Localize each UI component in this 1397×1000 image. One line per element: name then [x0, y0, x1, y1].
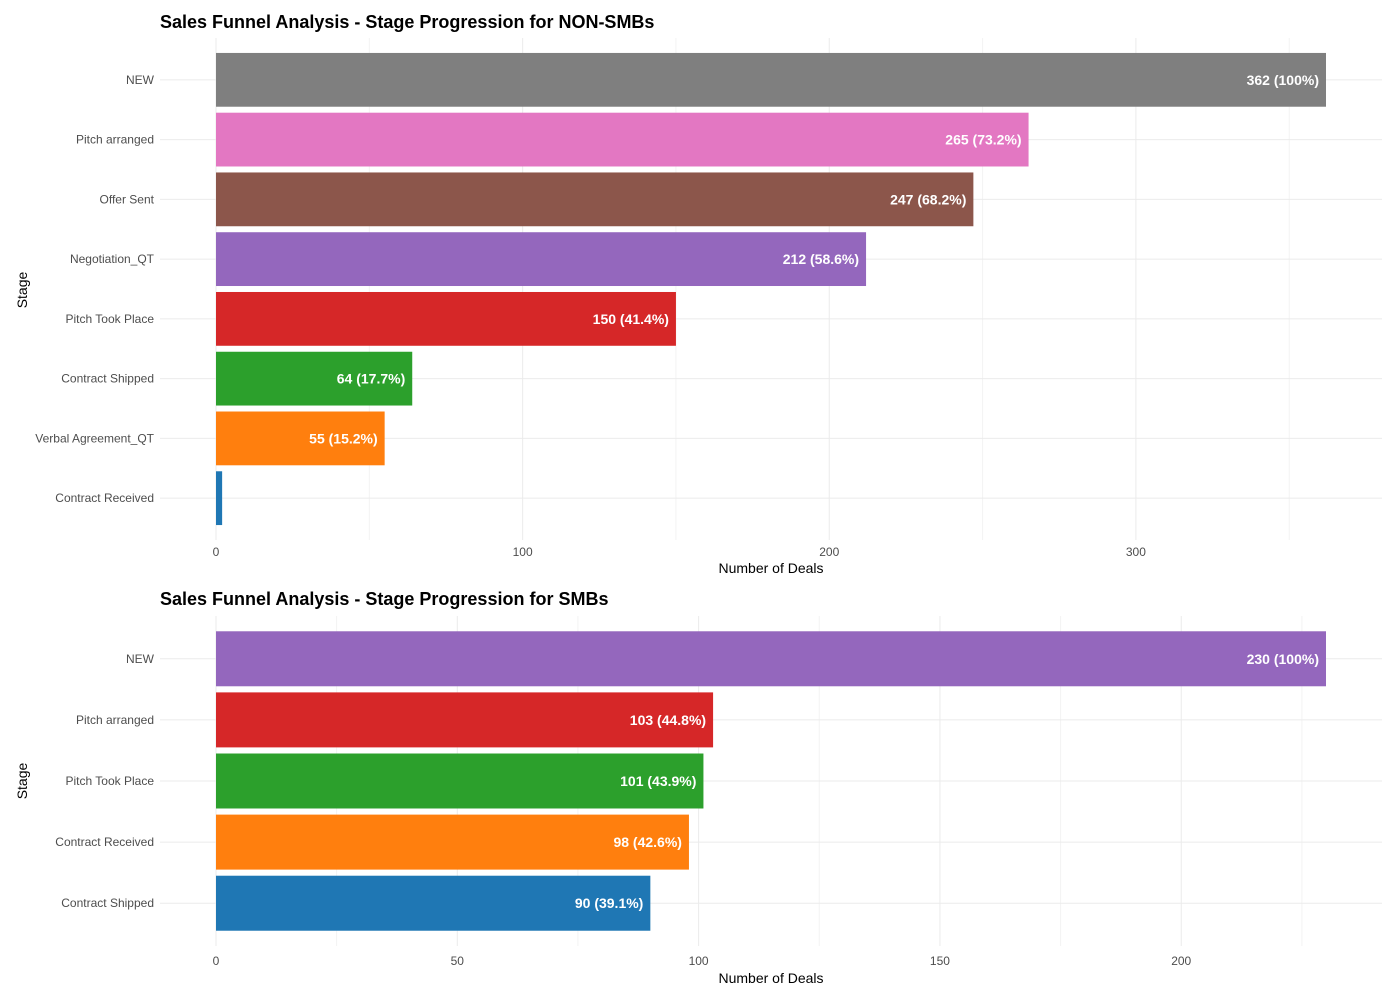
category-label: Contract Shipped [61, 372, 154, 386]
category-label: Contract Shipped [61, 896, 154, 910]
category-label: Offer Sent [100, 192, 155, 206]
category-label: Pitch arranged [76, 713, 154, 727]
chart-title: Sales Funnel Analysis - Stage Progressio… [160, 12, 654, 32]
category-label: Contract Received [55, 491, 154, 505]
bar-contract-received [216, 814, 689, 870]
bar-pitch-arranged [216, 692, 714, 748]
data-label: 150 (41.4%) [593, 311, 669, 327]
y-axis-title: Stage [14, 762, 30, 799]
bar-pitch-arranged [216, 112, 1029, 167]
bar-negotiation-qt [216, 232, 867, 287]
data-label: 230 (100%) [1247, 651, 1319, 667]
x-tick-label: 0 [213, 545, 220, 559]
x-axis-title: Number of Deals [718, 970, 823, 986]
data-label: 103 (44.8%) [630, 712, 706, 728]
x-tick-label: 150 [930, 954, 950, 968]
data-label: 247 (68.2%) [890, 191, 966, 207]
category-label: NEW [126, 652, 155, 666]
data-label: 98 (42.6%) [613, 834, 681, 850]
data-label: 265 (73.2%) [945, 132, 1021, 148]
bar-verbal-agreement-qt [216, 411, 385, 466]
bar-contract-shipped [216, 351, 413, 406]
bar-pitch-took-place [216, 291, 676, 346]
bar-new [216, 631, 1326, 687]
bar-contract-received [216, 471, 223, 526]
data-label: 362 (100%) [1247, 72, 1319, 88]
x-axis-title: Number of Deals [718, 560, 823, 576]
x-tick-label: 50 [451, 954, 465, 968]
data-label: 64 (17.7%) [337, 371, 405, 387]
bar-contract-shipped [216, 875, 651, 931]
x-tick-label: 300 [1126, 545, 1146, 559]
category-label: Pitch Took Place [66, 774, 155, 788]
x-tick-label: 100 [689, 954, 709, 968]
category-label: Pitch Took Place [66, 312, 155, 326]
category-label: Verbal Agreement_QT [35, 431, 154, 445]
data-label: 212 (58.6%) [783, 251, 859, 267]
data-label: 55 (15.2%) [309, 430, 377, 446]
category-label: Contract Received [55, 835, 154, 849]
data-label: 101 (43.9%) [620, 773, 696, 789]
chart-title: Sales Funnel Analysis - Stage Progressio… [160, 589, 608, 609]
category-label: NEW [126, 73, 155, 87]
y-axis-title: Stage [14, 271, 30, 308]
bar-new [216, 52, 1326, 107]
category-label: Pitch arranged [76, 133, 154, 147]
bar-pitch-took-place [216, 753, 704, 809]
data-label: 90 (39.1%) [575, 895, 643, 911]
category-label: Negotiation_QT [70, 252, 155, 266]
x-tick-label: 100 [513, 545, 533, 559]
x-tick-label: 0 [213, 954, 220, 968]
x-tick-label: 200 [1171, 954, 1191, 968]
bar-offer-sent [216, 172, 974, 227]
x-tick-label: 200 [819, 545, 839, 559]
